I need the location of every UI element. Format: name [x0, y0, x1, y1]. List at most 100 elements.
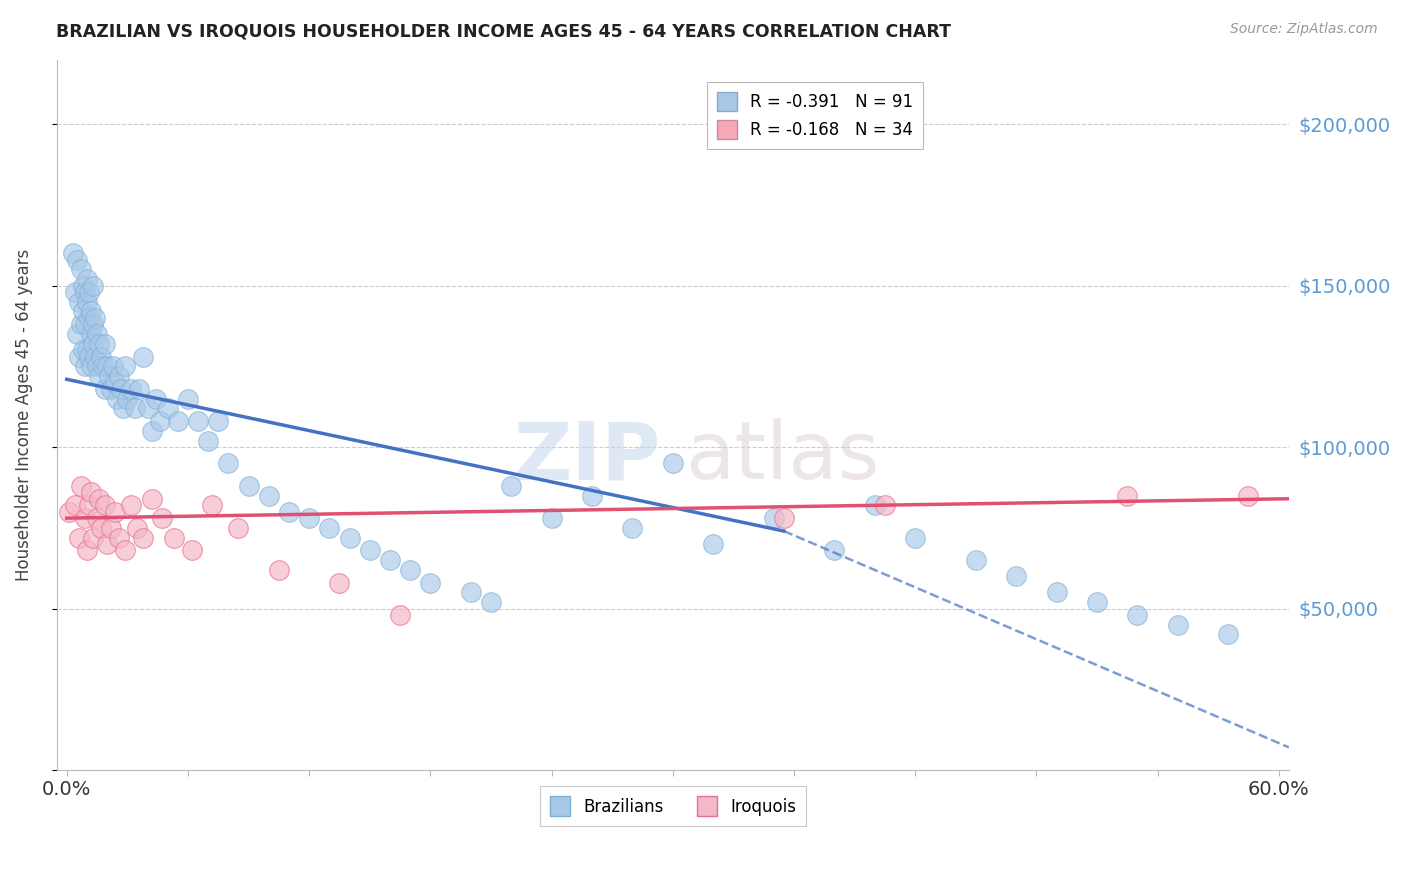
Point	[217, 456, 239, 470]
Point	[80, 359, 103, 374]
Point	[339, 531, 361, 545]
Point	[419, 575, 441, 590]
Point	[104, 376, 127, 390]
Point	[108, 531, 131, 545]
Point	[76, 272, 98, 286]
Point	[177, 392, 200, 406]
Point	[702, 537, 724, 551]
Point	[141, 491, 163, 506]
Point	[187, 414, 209, 428]
Point	[77, 310, 100, 325]
Point	[141, 424, 163, 438]
Point	[82, 278, 104, 293]
Y-axis label: Householder Income Ages 45 - 64 years: Householder Income Ages 45 - 64 years	[15, 249, 32, 581]
Point	[73, 511, 96, 525]
Point	[94, 336, 117, 351]
Point	[84, 350, 107, 364]
Point	[904, 531, 927, 545]
Point	[863, 498, 886, 512]
Point	[73, 285, 96, 299]
Point	[58, 505, 80, 519]
Text: BRAZILIAN VS IROQUOIS HOUSEHOLDER INCOME AGES 45 - 64 YEARS CORRELATION CHART: BRAZILIAN VS IROQUOIS HOUSEHOLDER INCOME…	[56, 22, 952, 40]
Point	[132, 531, 155, 545]
Point	[479, 595, 502, 609]
Point	[82, 531, 104, 545]
Point	[82, 318, 104, 332]
Point	[70, 262, 93, 277]
Point	[80, 327, 103, 342]
Point	[1167, 617, 1189, 632]
Point	[62, 246, 84, 260]
Point	[80, 485, 103, 500]
Point	[1116, 489, 1139, 503]
Point	[110, 382, 132, 396]
Point	[76, 343, 98, 358]
Point	[100, 382, 122, 396]
Legend: Brazilians, Iroquois: Brazilians, Iroquois	[540, 787, 806, 826]
Point	[114, 359, 136, 374]
Point	[70, 479, 93, 493]
Point	[91, 359, 114, 374]
Point	[149, 414, 172, 428]
Point	[105, 392, 128, 406]
Point	[72, 278, 94, 293]
Point	[460, 585, 482, 599]
Point	[238, 479, 260, 493]
Point	[77, 285, 100, 299]
Point	[318, 521, 340, 535]
Text: atlas: atlas	[685, 418, 880, 497]
Point	[773, 511, 796, 525]
Point	[267, 563, 290, 577]
Point	[1237, 489, 1260, 503]
Point	[66, 327, 89, 342]
Point	[359, 543, 381, 558]
Point	[100, 521, 122, 535]
Point	[1085, 595, 1108, 609]
Point	[117, 392, 139, 406]
Point	[181, 543, 204, 558]
Point	[124, 401, 146, 416]
Text: Source: ZipAtlas.com: Source: ZipAtlas.com	[1230, 22, 1378, 37]
Point	[72, 304, 94, 318]
Point	[63, 285, 86, 299]
Point	[104, 505, 127, 519]
Text: ZIP: ZIP	[513, 418, 661, 497]
Point	[621, 521, 644, 535]
Point	[63, 498, 86, 512]
Point	[76, 543, 98, 558]
Point	[96, 359, 118, 374]
Point	[77, 498, 100, 512]
Point	[120, 382, 142, 396]
Point	[1045, 585, 1067, 599]
Point	[87, 369, 110, 384]
Point	[328, 575, 350, 590]
Point	[298, 511, 321, 525]
Point	[873, 498, 896, 512]
Point	[86, 511, 108, 525]
Point	[101, 359, 124, 374]
Point	[67, 350, 90, 364]
Point	[96, 537, 118, 551]
Point	[965, 553, 987, 567]
Point	[228, 521, 250, 535]
Point	[67, 531, 90, 545]
Point	[201, 498, 224, 512]
Point	[823, 543, 845, 558]
Point	[127, 521, 149, 535]
Point	[70, 318, 93, 332]
Point	[128, 382, 150, 396]
Point	[112, 401, 135, 416]
Point	[156, 401, 179, 416]
Point	[76, 294, 98, 309]
Point	[72, 343, 94, 358]
Point	[87, 491, 110, 506]
Point	[399, 563, 422, 577]
Point	[163, 531, 186, 545]
Point	[581, 489, 603, 503]
Point	[86, 327, 108, 342]
Point	[1218, 627, 1240, 641]
Point	[762, 511, 785, 525]
Point	[166, 414, 188, 428]
Point	[82, 336, 104, 351]
Point	[80, 304, 103, 318]
